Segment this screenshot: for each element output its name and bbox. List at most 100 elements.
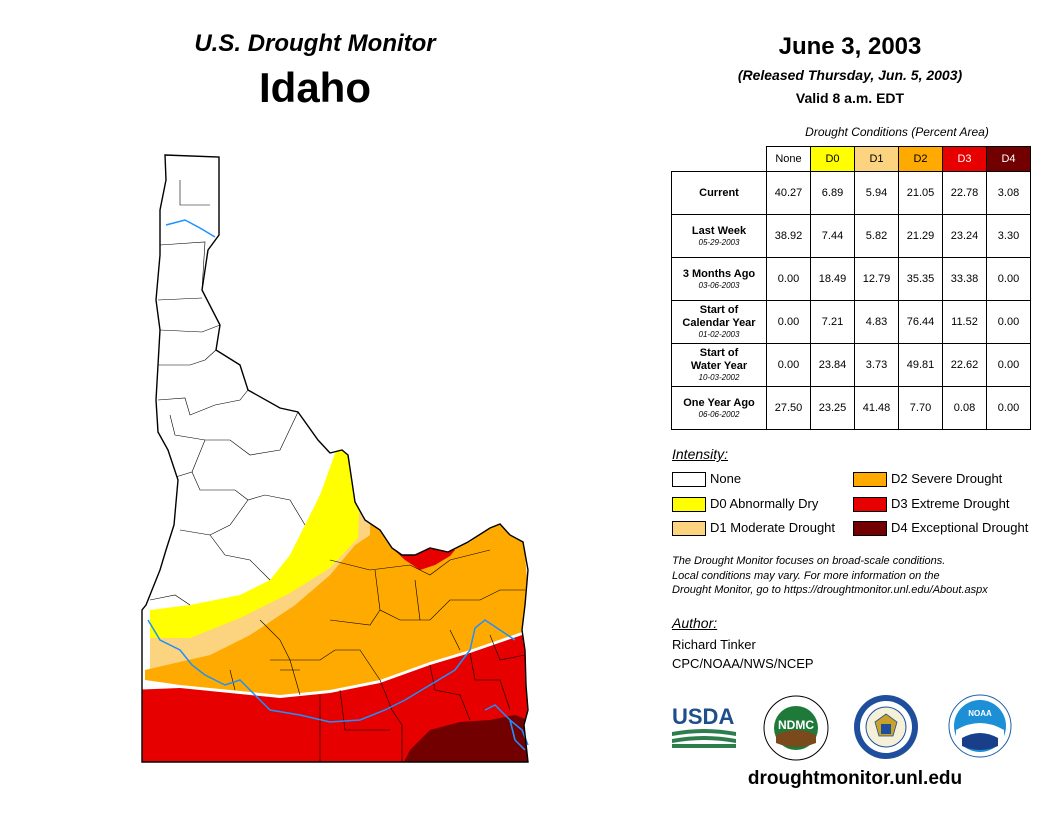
row-date: 01-02-2003	[698, 330, 740, 339]
table-cell: 7.21	[810, 300, 855, 344]
row-label: Last Week 05-29-2003	[671, 214, 767, 258]
county-lines	[149, 180, 526, 762]
table-row-one-year-ago: One Year Ago 06-06-2002 27.50 23.25 41.48…	[671, 386, 1031, 430]
zone-d4	[400, 715, 528, 762]
legend-label: D0 Abnormally Dry	[710, 496, 819, 511]
table-cell: 22.78	[942, 171, 987, 215]
table-cell: 0.08	[942, 386, 987, 430]
noaa-logo: NOAA	[948, 694, 1012, 758]
row-label-line1: Start of	[699, 347, 739, 359]
row-date: 10-03-2002	[698, 373, 740, 382]
row-date: 03-06-2003	[698, 280, 740, 290]
legend-item-d0: D0 Abnormally Dry	[672, 496, 819, 513]
legend-label: None	[710, 471, 742, 486]
table-cell: 23.84	[810, 343, 855, 387]
zone-d1	[150, 490, 375, 670]
release-date: (Released Thursday, Jun. 5, 2003)	[737, 67, 963, 83]
row-date: 05-29-2003	[698, 237, 740, 247]
row-label: Current	[671, 171, 767, 215]
row-label: Start of Calendar Year 01-02-2003	[671, 300, 767, 344]
table-cell: 11.52	[942, 300, 987, 344]
idaho-drought-map	[130, 150, 530, 770]
state-outline	[141, 154, 529, 763]
map-svg	[141, 154, 529, 763]
row-label-text: 3 Months Ago	[682, 267, 756, 280]
table-cell: 41.48	[854, 386, 899, 430]
rivers	[147, 219, 529, 751]
map-date: June 3, 2003	[778, 33, 922, 60]
legend-item-d3: D3 Extreme Drought	[853, 496, 1010, 513]
usda-logo-text: USDA	[672, 704, 734, 729]
table-cell: 33.38	[942, 257, 987, 301]
table-row-last-week: Last Week 05-29-2003 38.92 7.44 5.82 21.2…	[671, 214, 1031, 258]
table-cell: 0.00	[766, 257, 811, 301]
legend-label: D1 Moderate Drought	[710, 520, 836, 535]
legend-title: Intensity:	[672, 446, 729, 462]
table-header-row: None D0 D1 D2 D3 D4	[672, 146, 1031, 172]
doc-seal-logo	[853, 694, 919, 760]
table-cell: 21.05	[898, 171, 943, 215]
table-cell: 35.35	[898, 257, 943, 301]
legend-swatch	[853, 472, 887, 488]
table-cell: 3.30	[986, 214, 1031, 258]
doc-seal-svg	[854, 695, 918, 759]
legend-swatch	[853, 497, 887, 513]
row-label-text: Water Year	[690, 360, 748, 372]
table-cell: 0.00	[766, 343, 811, 387]
disclaimer-note: The Drought Monitor focuses on broad-sca…	[672, 554, 1042, 598]
website-url: droughtmonitor.unl.edu	[747, 768, 963, 789]
drought-statistics-table: None D0 D1 D2 D3 D4 Current 40.27 6.89 5…	[671, 146, 1031, 430]
table-row-current: Current 40.27 6.89 5.94 21.05 22.78 3.08	[671, 171, 1031, 215]
noaa-logo-text: NOAA	[968, 709, 992, 718]
table-cell: 27.50	[766, 386, 811, 430]
legend-swatch	[672, 472, 706, 488]
table-caption: Drought Conditions (Percent Area)	[805, 125, 989, 139]
table-cell: 0.00	[766, 300, 811, 344]
ndmc-logo: NDMC	[763, 695, 829, 761]
table-cell: 3.73	[854, 343, 899, 387]
row-label-text: Current	[699, 186, 739, 199]
row-label: Start of Water Year 10-03-2002	[671, 343, 767, 387]
row-label-text: Calendar Year	[682, 317, 756, 329]
noaa-logo-svg: NOAA	[948, 694, 1012, 758]
col-header-d0: D0	[810, 146, 855, 172]
legend-item-d4: D4 Exceptional Drought	[853, 520, 1029, 537]
table-cell: 0.00	[986, 386, 1031, 430]
legend-item-none: None	[672, 471, 742, 488]
table-cell: 40.27	[766, 171, 811, 215]
zone-d3-north	[380, 540, 455, 570]
table-cell: 7.44	[810, 214, 855, 258]
table-cell: 38.92	[766, 214, 811, 258]
table-cell: 18.49	[810, 257, 855, 301]
legend-item-d1: D1 Moderate Drought	[672, 520, 836, 537]
note-line: Drought Monitor, go to https://droughtmo…	[672, 584, 988, 596]
usda-logo-svg: USDA	[672, 704, 736, 748]
table-cell: 49.81	[898, 343, 943, 387]
table-row-water-year: Start of Water Year 10-03-2002 0.00 23.84 …	[671, 343, 1031, 387]
ndmc-logo-text: NDMC	[778, 718, 814, 732]
table-cell: 76.44	[898, 300, 943, 344]
col-header-none: None	[766, 146, 811, 172]
zone-d0	[150, 440, 370, 640]
table-cell: 0.00	[986, 257, 1031, 301]
table-corner	[672, 147, 767, 172]
legend-label: D4 Exceptional Drought	[891, 520, 1029, 535]
col-header-d2: D2	[898, 146, 943, 172]
table-cell: 5.94	[854, 171, 899, 215]
col-header-d4: D4	[986, 146, 1031, 172]
table-cell: 23.25	[810, 386, 855, 430]
legend-swatch	[672, 497, 706, 513]
legend-label: D3 Extreme Drought	[891, 496, 1010, 511]
table-cell: 6.89	[810, 171, 855, 215]
table-cell: 22.62	[942, 343, 987, 387]
state-name: Idaho	[259, 64, 371, 111]
table-cell: 23.24	[942, 214, 987, 258]
table-row-3-months-ago: 3 Months Ago 03-06-2003 0.00 18.49 12.79 …	[671, 257, 1031, 301]
row-date: 06-06-2002	[698, 409, 740, 419]
table-cell: 7.70	[898, 386, 943, 430]
table-cell: 21.29	[898, 214, 943, 258]
table-cell: 0.00	[986, 300, 1031, 344]
note-line: Local conditions may vary. For more info…	[672, 569, 940, 582]
map-title: U.S. Drought Monitor	[194, 30, 436, 57]
ndmc-logo-svg: NDMC	[763, 695, 829, 761]
